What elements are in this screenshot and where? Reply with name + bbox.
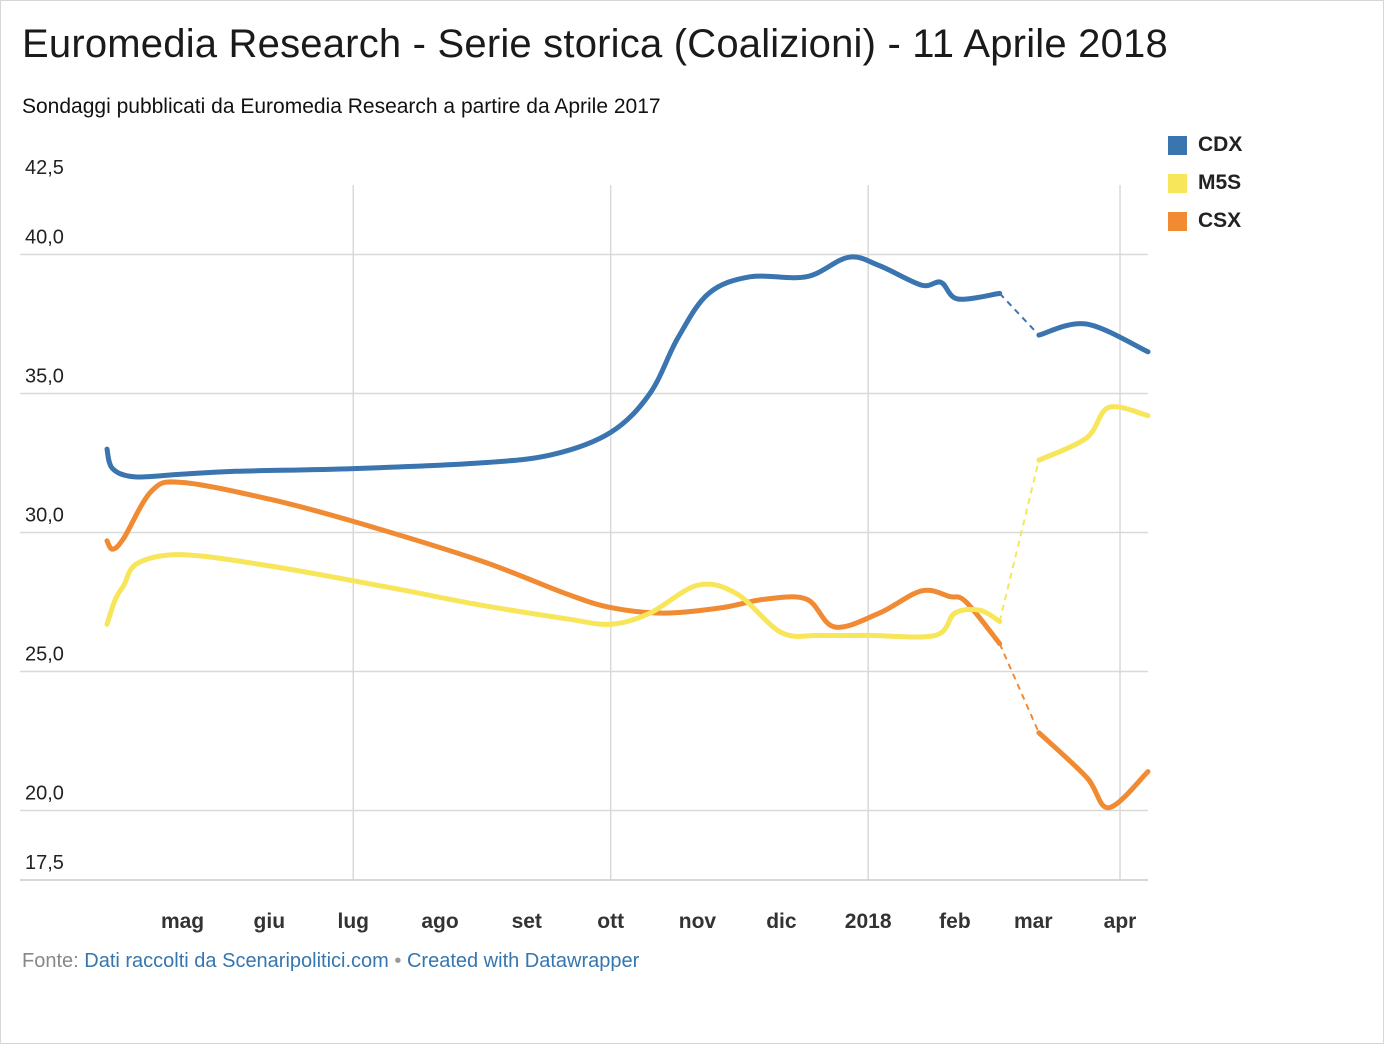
x-tick-label: lug — [338, 910, 370, 933]
series-line-cdx-recent — [1036, 321, 1151, 355]
series-line-m5s — [104, 552, 1003, 640]
source-label: Fonte: — [22, 950, 79, 972]
series-line-cdx — [104, 254, 1003, 480]
y-tick-label: 20,0 — [25, 783, 64, 805]
legend-item-cdx[interactable]: CDX — [1168, 126, 1242, 164]
x-tick-label: ott — [597, 910, 624, 933]
legend-swatch-cdx — [1168, 135, 1187, 155]
y-tick-label: 30,0 — [25, 505, 64, 527]
x-tick-label: giu — [254, 910, 286, 933]
x-tick-label: nov — [679, 910, 717, 933]
source-link[interactable]: Dati raccolti da Scenaripolitici.com — [84, 950, 389, 972]
x-tick-label: ago — [421, 910, 458, 933]
series-dashed-link-cdx — [998, 292, 1040, 336]
legend-item-csx[interactable]: CSX — [1168, 202, 1242, 240]
x-tick-label: set — [512, 910, 542, 933]
chart-title: Euromedia Research - Serie storica (Coal… — [22, 22, 1168, 66]
x-tick-label: feb — [939, 910, 971, 933]
series-dashed-link-csx — [998, 643, 1040, 734]
x-tick-label: dic — [766, 910, 797, 933]
y-tick-label: 17,5 — [25, 852, 64, 874]
y-tick-label: 42,5 — [25, 157, 64, 179]
legend-swatch-m5s — [1168, 173, 1187, 193]
x-tick-label: mag — [161, 910, 204, 933]
source-line: Fonte: Dati raccolti da Scenaripolitici.… — [22, 950, 639, 973]
series-line-csx — [104, 479, 1003, 647]
legend-item-m5s[interactable]: M5S — [1168, 164, 1242, 202]
legend-label-csx: CSX — [1198, 209, 1242, 232]
y-tick-label: 25,0 — [25, 644, 64, 666]
source-separator: • — [394, 950, 402, 972]
legend-swatch-csx — [1168, 211, 1187, 231]
datawrapper-credit-link[interactable]: Created with Datawrapper — [406, 950, 640, 972]
y-tick-label: 35,0 — [25, 366, 64, 388]
y-tick-label: 40,0 — [25, 227, 64, 249]
chart-subtitle: Sondaggi pubblicati da Euromedia Researc… — [22, 95, 661, 118]
series-line-m5s-recent — [1036, 404, 1151, 463]
legend-label-cdx: CDX — [1198, 133, 1243, 156]
x-tick-label: apr — [1104, 910, 1137, 933]
legend: CDX M5S CSX — [1168, 126, 1242, 240]
legend-label-m5s: M5S — [1198, 171, 1242, 194]
x-tick-label: 2018 — [845, 910, 892, 933]
series-dashed-link-m5s — [998, 459, 1040, 622]
series-line-csx-recent — [1036, 730, 1151, 811]
x-tick-label: mar — [1014, 910, 1053, 933]
